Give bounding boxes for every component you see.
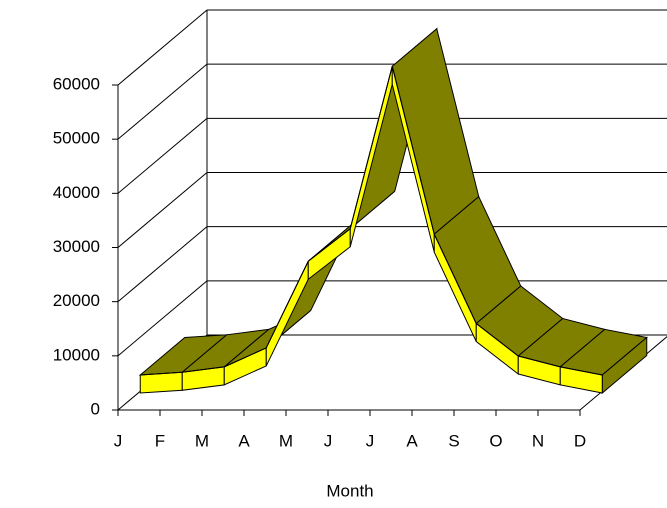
side-grid-line: [117, 117, 208, 194]
x-tick-label: F: [155, 431, 165, 450]
x-tick-label: A: [238, 431, 250, 450]
side-grid-line: [117, 226, 208, 303]
x-tick-label: J: [366, 431, 375, 450]
x-tick-label: J: [114, 431, 123, 450]
y-tick-label: 40000: [53, 183, 100, 202]
y-tick-label: 0: [91, 399, 100, 418]
x-tick-label: O: [489, 431, 502, 450]
y-tick-label: 50000: [53, 129, 100, 148]
x-tick-label: D: [574, 431, 586, 450]
y-tick-label: 60000: [53, 74, 100, 93]
side-grid-line: [117, 63, 208, 140]
y-tick-label: 10000: [53, 345, 100, 364]
x-tick-label: A: [406, 431, 418, 450]
y-tick-label: 30000: [53, 237, 100, 256]
line: [140, 66, 603, 376]
x-tick-label: J: [324, 431, 333, 450]
x-axis-label: Month: [326, 481, 373, 500]
x-tick-label: S: [448, 431, 459, 450]
x-tick-label: N: [532, 431, 544, 450]
x-tick-label: M: [195, 431, 209, 450]
side-grid-line: [117, 280, 208, 357]
ribbon-front: [139, 371, 183, 394]
side-grid-line: [117, 172, 208, 248]
y-tick-label: 20000: [53, 291, 100, 310]
x-tick-label: M: [279, 431, 293, 450]
side-grid-line: [117, 9, 208, 86]
